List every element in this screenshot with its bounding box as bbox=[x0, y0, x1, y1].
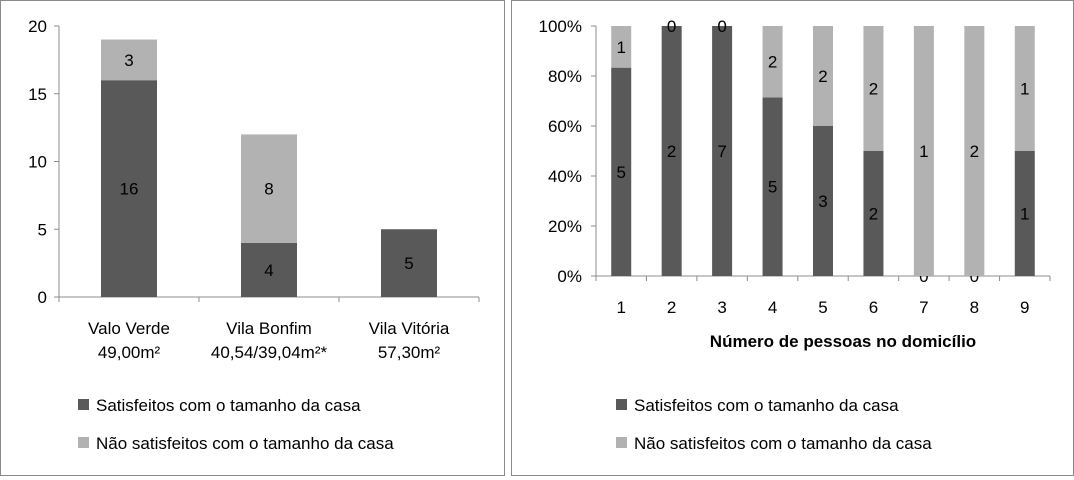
chart-left-svg: 0 5 10 15 20 16 3 Valo Verde 49,00m² 4 8 Vila Bonfi… bbox=[28, 17, 480, 453]
y-tick-label: 0 bbox=[38, 288, 47, 307]
legend-label: Satisfeitos com o tamanho da casa bbox=[96, 396, 361, 415]
y-tick-label: 40% bbox=[548, 167, 582, 186]
data-label: 5 bbox=[404, 254, 413, 273]
legend-swatch bbox=[616, 399, 627, 410]
bar-segment bbox=[913, 26, 934, 276]
y-tick-label: 15 bbox=[28, 85, 47, 104]
bar-segment bbox=[1014, 26, 1035, 151]
x-tick-label: 7 bbox=[919, 298, 928, 317]
data-label: 2 bbox=[818, 67, 827, 86]
data-label: 0 bbox=[667, 17, 676, 36]
bar-segment bbox=[1014, 151, 1035, 276]
data-label: 16 bbox=[120, 180, 139, 199]
y-tick-label: 20% bbox=[548, 217, 582, 236]
data-label: 3 bbox=[124, 51, 133, 70]
x-tick-label: 40,54/39,04m²* bbox=[211, 343, 328, 362]
legend-label: Não satisfeitos com o tamanho da casa bbox=[96, 434, 394, 453]
bar-segment bbox=[712, 26, 733, 276]
bar-segment bbox=[762, 26, 783, 98]
data-label: 0 bbox=[970, 267, 979, 286]
chart-panel-right: 0% 20% 40% 60% 80% 100% 5 1 1 2 0 2 7 0 3 5 2 4 3 2 5 2 2 6 0 1 7 0… bbox=[511, 0, 1074, 476]
data-label: 2 bbox=[667, 142, 676, 161]
y-tick-label: 20 bbox=[28, 17, 47, 36]
bar-segment bbox=[611, 26, 632, 68]
x-tick-label: 57,30m² bbox=[378, 343, 441, 362]
x-tick-label: 5 bbox=[818, 298, 827, 317]
data-label: 2 bbox=[869, 80, 878, 99]
bar-segment bbox=[661, 26, 682, 276]
x-tick-label: 9 bbox=[1020, 298, 1029, 317]
y-tick-label: 5 bbox=[38, 220, 47, 239]
legend-label: Satisfeitos com o tamanho da casa bbox=[634, 396, 899, 415]
data-label: 0 bbox=[717, 17, 726, 36]
chart-right-svg: 0% 20% 40% 60% 80% 100% 5 1 1 2 0 2 7 0 3 5 2 4 3 2 5 2 2 6 0 1 7 0… bbox=[539, 17, 1051, 453]
x-tick-label: Vila Vitória bbox=[369, 319, 450, 338]
y-tick-label: 80% bbox=[548, 67, 582, 86]
x-tick-label: 6 bbox=[869, 298, 878, 317]
data-label: 2 bbox=[869, 205, 878, 224]
x-tick-label: 8 bbox=[970, 298, 979, 317]
x-tick-label: Valo Verde bbox=[88, 319, 170, 338]
legend-label: Não satisfeitos com o tamanho da casa bbox=[634, 434, 932, 453]
x-tick-label: 2 bbox=[667, 298, 676, 317]
legend-swatch bbox=[616, 437, 627, 448]
x-tick-label: Vila Bonfim bbox=[226, 319, 312, 338]
bar-segment bbox=[241, 242, 297, 297]
bar-segment bbox=[813, 126, 833, 276]
data-label: 1 bbox=[919, 142, 928, 161]
x-tick-label: 3 bbox=[717, 298, 726, 317]
data-label: 4 bbox=[264, 261, 273, 280]
data-label: 3 bbox=[818, 192, 827, 211]
data-label: 7 bbox=[717, 142, 726, 161]
x-tick-label: 1 bbox=[616, 298, 625, 317]
y-tick-label: 60% bbox=[548, 117, 582, 136]
data-label: 5 bbox=[616, 163, 625, 182]
y-tick-label: 100% bbox=[539, 17, 582, 36]
data-label: 2 bbox=[970, 142, 979, 161]
x-tick-label: 4 bbox=[768, 298, 777, 317]
data-label: 0 bbox=[919, 267, 928, 286]
y-tick-label: 10 bbox=[28, 153, 47, 172]
bar-segment bbox=[101, 39, 157, 81]
bar-segment bbox=[863, 151, 884, 276]
x-tick-label: 49,00m² bbox=[98, 343, 161, 362]
chart-panel-left: 0 5 10 15 20 16 3 Valo Verde 49,00m² 4 8 Vila Bonfi… bbox=[0, 0, 505, 476]
legend-swatch bbox=[78, 399, 89, 410]
bar-segment bbox=[813, 26, 833, 126]
data-label: 2 bbox=[768, 53, 777, 72]
bar-segment bbox=[241, 134, 297, 243]
bar-segment bbox=[381, 229, 437, 297]
data-label: 1 bbox=[616, 38, 625, 57]
bar-segment bbox=[611, 67, 632, 277]
bar-segment bbox=[762, 97, 783, 276]
bar-segment bbox=[101, 80, 157, 297]
data-label: 5 bbox=[768, 178, 777, 197]
bar-segment bbox=[863, 26, 884, 151]
bar-segment bbox=[964, 26, 985, 276]
data-label: 8 bbox=[264, 180, 273, 199]
y-tick-label: 0% bbox=[557, 267, 582, 286]
x-axis-title: Número de pessoas no domicílio bbox=[710, 332, 976, 351]
data-label: 1 bbox=[1020, 80, 1029, 99]
data-label: 1 bbox=[1020, 205, 1029, 224]
legend-swatch bbox=[78, 437, 89, 448]
